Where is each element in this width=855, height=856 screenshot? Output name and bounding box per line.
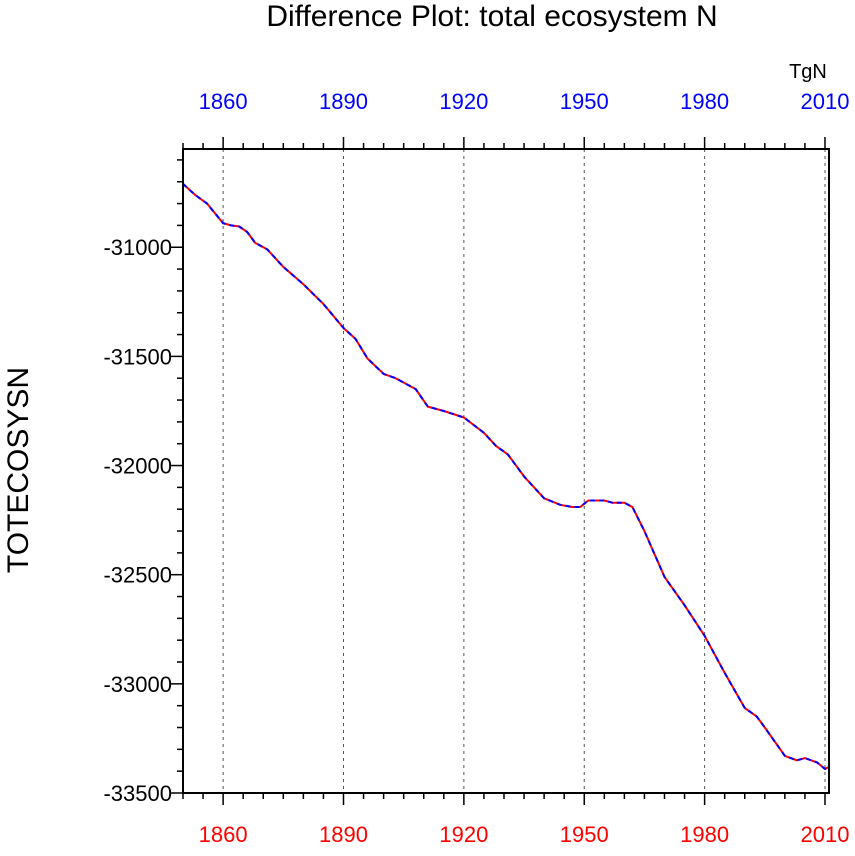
red-series-line [182, 183, 830, 770]
x-tick-label-top: 1920 [439, 89, 488, 114]
x-tick-label-top: 1860 [199, 89, 248, 114]
y-tick-label: -33000 [103, 672, 172, 697]
x-tick-label-bottom: 2010 [801, 822, 850, 847]
labels-layer: 1860 1860 1890 1890 1920 1920 1950 1950 1980 1980… [103, 89, 849, 847]
x-tick-label-bottom: 1980 [680, 822, 729, 847]
x-tick-label-top: 1950 [560, 89, 609, 114]
blue-series-line [182, 183, 830, 770]
y-tick-label: -31500 [103, 344, 172, 369]
y-axis-label: TOTECOSYSN [2, 367, 35, 573]
x-tick-label-bottom: 1890 [319, 822, 368, 847]
series-layer [182, 183, 830, 770]
x-tick-label-bottom: 1950 [560, 822, 609, 847]
x-tick-label-top: 1980 [680, 89, 729, 114]
x-tick-label-top: 1890 [319, 89, 368, 114]
units-label: TgN [789, 61, 827, 83]
x-tick-label-top: 2010 [801, 89, 850, 114]
x-tick-label-bottom: 1860 [199, 822, 248, 847]
ticks-layer [171, 137, 826, 805]
grid-layer [222, 149, 826, 793]
y-tick-label: -32500 [103, 563, 172, 588]
y-tick-label: -32000 [103, 454, 172, 479]
y-tick-label: -31000 [103, 235, 172, 260]
plot-frame [182, 148, 830, 794]
x-tick-label-bottom: 1920 [439, 822, 488, 847]
chart-title: Difference Plot: total ecosystem N [266, 0, 717, 33]
y-tick-label: -33500 [103, 781, 172, 806]
